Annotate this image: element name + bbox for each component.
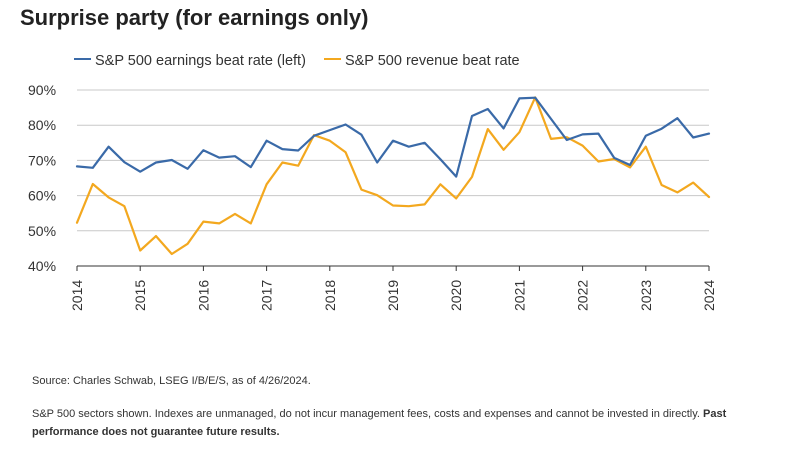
x-tick-label: 2021 (511, 280, 527, 311)
legend-swatch-revenue (323, 58, 341, 61)
x-tick-label: 2024 (701, 280, 717, 311)
disclaimer-text: S&P 500 sectors shown. Indexes are unman… (32, 408, 700, 420)
y-tick-label: 60% (28, 188, 56, 204)
x-tick-label: 2017 (259, 280, 275, 311)
x-tick-label: 2018 (322, 280, 338, 311)
y-tick-label: 50% (28, 223, 56, 239)
legend-item-earnings: S&P 500 earnings beat rate (left) (74, 53, 306, 69)
y-tick-label: 80% (28, 117, 56, 133)
series-line-revenue-beat-rate (75, 96, 711, 256)
legend-item-revenue: S&P 500 revenue beat rate (323, 53, 520, 70)
y-tick-label: 40% (28, 258, 56, 274)
x-tick-label: 2022 (575, 280, 591, 311)
x-tick-label: 2016 (195, 280, 211, 311)
y-tick-label: 90% (28, 82, 56, 98)
series-line-earnings-beat-rate (75, 96, 711, 178)
disclaimer-note: S&P 500 sectors shown. Indexes are unman… (32, 405, 772, 441)
y-tick-label: 70% (28, 152, 56, 168)
x-tick-label: 2020 (448, 280, 464, 311)
x-tick-label: 2023 (638, 280, 654, 311)
legend-label-revenue: S&P 500 revenue beat rate (344, 53, 520, 70)
x-tick-label: 2019 (385, 280, 401, 311)
chart-title: Surprise party (for earnings only) (20, 5, 369, 30)
line-chart: 90% 80% 70% 60% 50% 40% 2014 2015 2016 2017 2018 20… (28, 82, 717, 311)
source-note: Source: Charles Schwab, LSEG I/B/E/S, as… (32, 375, 311, 387)
legend-swatch-earnings (74, 58, 91, 61)
x-tick-label: 2014 (69, 280, 85, 311)
legend-label-earnings: S&P 500 earnings beat rate (left) (95, 53, 306, 70)
x-tick-label: 2015 (132, 280, 148, 311)
chart-legend: S&P 500 earnings beat rate (left) S&P 50… (74, 53, 534, 69)
disclaimer-bold-text: Past performance does not guarantee futu… (32, 408, 727, 438)
